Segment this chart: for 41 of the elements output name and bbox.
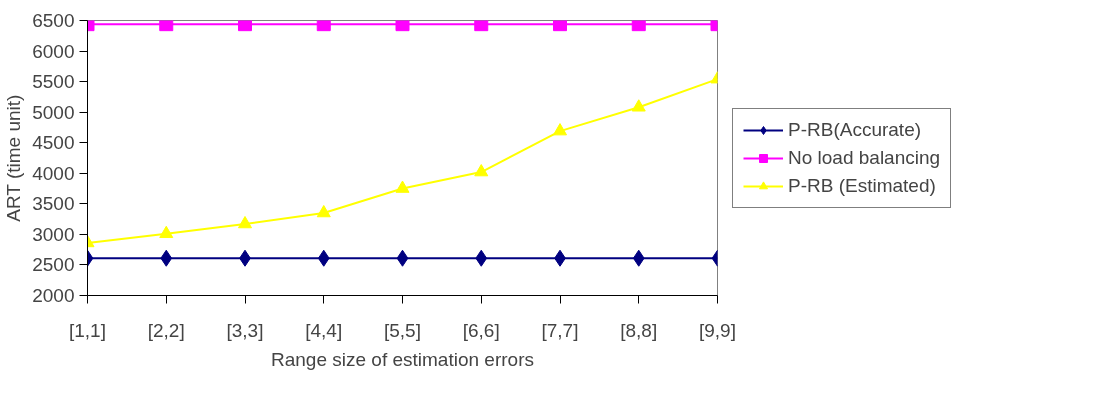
x-tick-label: [3,3] (226, 319, 264, 341)
point (238, 20, 252, 32)
y-tick-label: 2500 (32, 254, 75, 276)
point (159, 225, 174, 239)
x-tick-label: [2,2] (147, 319, 185, 341)
point (238, 215, 252, 229)
point (316, 20, 331, 32)
y-tick-label: 6500 (32, 10, 75, 31)
legend-label: P-RB(Accurate) (788, 118, 922, 141)
point (316, 204, 331, 218)
point (317, 249, 330, 267)
legend-label: No load balancing (788, 146, 941, 169)
x-tick-label: [7,7] (541, 319, 579, 341)
x-tick-label: [4,4] (305, 319, 343, 341)
x-tick-label: [8,8] (620, 319, 658, 341)
y-tick-label: 4000 (32, 162, 75, 184)
x-axis-title: Range size of estimation errors (271, 348, 534, 370)
point (632, 249, 645, 267)
point (474, 164, 489, 177)
point (474, 20, 489, 32)
point (395, 20, 410, 32)
y-tick-label: 3000 (32, 223, 75, 245)
y-tick-label: 4500 (32, 132, 75, 154)
x-tick-label: [5,5] (384, 319, 421, 341)
point (396, 249, 409, 267)
point (159, 20, 174, 32)
y-tick-label: 5000 (32, 101, 75, 123)
x-tick-label: [1,1] (69, 319, 106, 341)
point (475, 249, 488, 267)
point (160, 249, 173, 267)
y-tick-label: 3500 (32, 193, 75, 215)
point (631, 20, 646, 32)
legend-label: P-RB (Estimated) (788, 174, 936, 197)
x-tick-label: [9,9] (699, 319, 736, 341)
y-axis-title: ART (time unit) (3, 94, 25, 222)
point (553, 20, 567, 32)
y-tick-label: 5500 (32, 71, 75, 93)
point (395, 180, 410, 193)
x-tick-label: [6,6] (462, 319, 500, 341)
y-tick-label: 6000 (32, 40, 75, 62)
y-tick-label: 2000 (32, 285, 75, 306)
